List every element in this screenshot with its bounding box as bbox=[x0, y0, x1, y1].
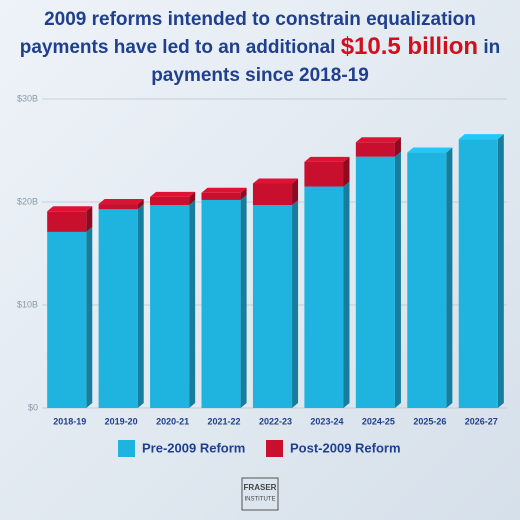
bar-top bbox=[98, 199, 144, 205]
bar-side bbox=[86, 226, 93, 408]
logo-box bbox=[241, 477, 279, 511]
plot-area: $0 $10B $20B $30B 2018-19 2019-20 2020-21 2021-… bbox=[17, 93, 507, 426]
bar-top bbox=[150, 191, 196, 197]
x-tick-label: 2018-19 bbox=[53, 416, 86, 426]
bar-front bbox=[47, 231, 87, 408]
bar-segment bbox=[201, 194, 247, 408]
logo-text: FRASER bbox=[244, 483, 277, 492]
bar-side bbox=[343, 156, 350, 187]
y-tick-label: $0 bbox=[28, 402, 38, 412]
bar-front bbox=[355, 156, 395, 408]
logo: FRASER INSTITUTE bbox=[241, 477, 279, 511]
bar-side bbox=[394, 151, 401, 408]
legend-swatch bbox=[118, 440, 135, 457]
bar-front bbox=[252, 205, 293, 408]
title-segment: payments have led to an additional bbox=[20, 37, 341, 58]
y-tick-label: $10B bbox=[17, 299, 38, 309]
legend-label: Pre-2009 Reform bbox=[142, 440, 245, 455]
x-tick-label: 2025-26 bbox=[413, 416, 446, 426]
bar-segment bbox=[150, 200, 196, 408]
bar-front bbox=[47, 211, 87, 232]
bar-side bbox=[189, 191, 196, 206]
legend-swatch bbox=[266, 440, 283, 457]
title-segment: 2009 reforms intended to constrain equal… bbox=[44, 9, 476, 30]
bar-side bbox=[240, 187, 247, 200]
bar-segment bbox=[98, 199, 144, 210]
bar-side bbox=[394, 137, 401, 157]
bar-front bbox=[150, 205, 190, 408]
bar-segment bbox=[355, 137, 401, 157]
bar-top bbox=[304, 156, 350, 162]
bar-side bbox=[292, 178, 299, 206]
title-segment: in bbox=[478, 37, 500, 58]
bar-segment bbox=[304, 156, 350, 187]
bar-front bbox=[98, 209, 138, 408]
x-tick-label: 2024-25 bbox=[362, 416, 395, 426]
bar-top bbox=[47, 206, 93, 212]
bar-side bbox=[189, 200, 196, 408]
bar-front bbox=[98, 204, 138, 210]
bar-front bbox=[355, 142, 395, 157]
logo-text: INSTITUTE bbox=[245, 497, 276, 503]
bar-side bbox=[497, 134, 504, 409]
bar-side bbox=[240, 194, 247, 408]
bar-front bbox=[201, 192, 241, 200]
title-segment: payments since 2018-19 bbox=[151, 65, 369, 86]
bar-top bbox=[355, 137, 401, 143]
bar-segment bbox=[98, 204, 144, 408]
legend: Pre-2009 Reform Post-2009 Reform bbox=[118, 440, 401, 457]
bar-side bbox=[446, 147, 453, 408]
x-tick-label: 2026-27 bbox=[465, 416, 498, 426]
bar-segment bbox=[201, 187, 247, 200]
bar-segment bbox=[150, 191, 196, 206]
bar-segment bbox=[47, 206, 93, 232]
bar-side bbox=[137, 199, 144, 210]
y-tick-label: $20B bbox=[17, 196, 38, 206]
title-line: payments have led to an additional $10.5… bbox=[20, 33, 501, 60]
bar-side bbox=[343, 181, 350, 408]
bar-top bbox=[252, 178, 299, 184]
bar-segment bbox=[355, 151, 401, 408]
bar-front bbox=[407, 152, 447, 408]
bar-segment bbox=[252, 200, 299, 408]
bar-front bbox=[252, 183, 293, 206]
bar-side bbox=[292, 200, 299, 408]
x-tick-label: 2022-23 bbox=[259, 416, 292, 426]
x-tick-label: 2019-20 bbox=[105, 416, 138, 426]
x-tick-label: 2020-21 bbox=[156, 416, 189, 426]
title-highlight: $10.5 billion bbox=[341, 33, 478, 60]
bar-segment bbox=[407, 147, 453, 408]
bar-segment bbox=[304, 181, 350, 408]
title-line: payments since 2018-19 bbox=[151, 65, 369, 86]
bar-side bbox=[137, 204, 144, 408]
bar-side bbox=[86, 206, 93, 232]
bar-top bbox=[458, 134, 504, 140]
x-tick-label: 2021-22 bbox=[208, 416, 241, 426]
chart-title: 2009 reforms intended to constrain equal… bbox=[20, 9, 501, 86]
bar-segment bbox=[252, 178, 299, 206]
x-tick-label: 2023-24 bbox=[310, 416, 343, 426]
bar-top bbox=[407, 147, 453, 153]
bar-front bbox=[304, 186, 344, 408]
y-tick-label: $30B bbox=[17, 93, 38, 103]
bar-front bbox=[458, 139, 498, 409]
bar-segment bbox=[458, 134, 504, 409]
title-line: 2009 reforms intended to constrain equal… bbox=[44, 9, 476, 30]
bar-front bbox=[201, 199, 241, 408]
bar-front bbox=[304, 161, 344, 187]
legend-label: Post-2009 Reform bbox=[290, 440, 401, 455]
bar-segment bbox=[47, 226, 93, 408]
bar-front bbox=[150, 196, 190, 206]
bar-top bbox=[201, 187, 247, 193]
